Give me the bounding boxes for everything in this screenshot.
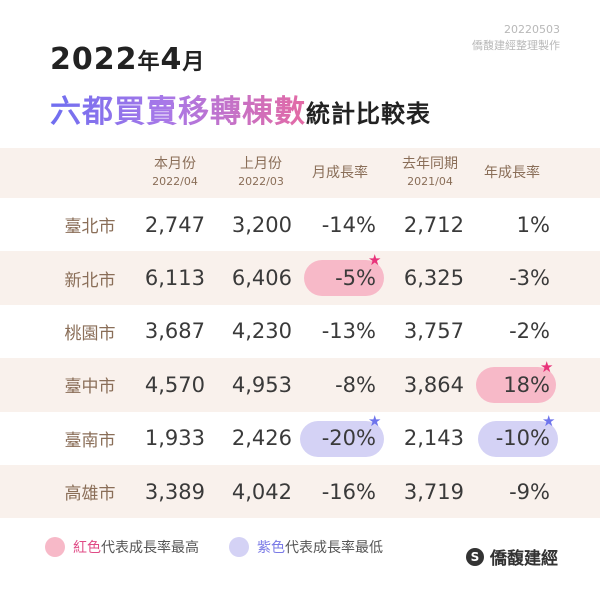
current-cell: 3,687 <box>144 319 205 344</box>
star-icon: ★ <box>368 411 382 430</box>
table-row: 新北市 6,113 6,406 ★ -5% 6,325 -3% <box>0 251 600 305</box>
previous-cell: 2,426 <box>231 426 292 451</box>
brand-name: 僑馥建經 <box>490 549 558 569</box>
highlight-low-pill <box>478 420 558 457</box>
last-year-cell: 3,864 <box>403 372 464 397</box>
stats-table: 本月份 2022/04 上月份 2022/03 月成長率 去年同期 2021/0… <box>0 148 600 519</box>
current-cell: 2,747 <box>144 212 205 237</box>
table-row: 臺中市 4,570 4,953 -8% 3,864 ★ 18% <box>0 358 600 412</box>
title-tail: 統計比較表 <box>306 100 431 128</box>
city-cell: 新北市 <box>64 270 116 291</box>
title-year-unit: 年 <box>137 50 161 75</box>
star-icon: ★ <box>540 358 554 377</box>
yoy-cell: 1% <box>516 212 550 237</box>
last-year-cell: 3,719 <box>403 479 464 504</box>
yoy-cell: 18% <box>503 372 550 397</box>
title-month-unit: 月 <box>182 50 206 75</box>
header-sub: 2022/03 <box>238 175 284 188</box>
city-cell: 臺中市 <box>64 377 116 398</box>
previous-cell: 3,200 <box>231 212 292 237</box>
current-cell: 4,570 <box>144 372 205 397</box>
header-mom: 月成長率 <box>300 148 380 198</box>
date-code: 20220503 <box>504 23 560 36</box>
current-cell: 6,113 <box>144 266 205 291</box>
current-cell: 3,389 <box>144 479 205 504</box>
legend-purple-dot <box>229 537 249 557</box>
title-month: 4 <box>160 42 183 77</box>
table-row: 臺南市 1,933 2,426 ★ -20% 2,143 ★ -10% <box>0 412 600 465</box>
last-year-cell: 2,712 <box>403 212 464 237</box>
table-row: 臺北市 2,747 3,200 -14% 2,712 1% <box>0 198 600 251</box>
header-sub: 2021/04 <box>407 175 453 188</box>
legend-red-text: 代表成長率最高 <box>101 540 199 556</box>
star-icon: ★ <box>368 251 382 270</box>
previous-cell: 4,042 <box>231 479 292 504</box>
legend-red-dot <box>45 537 65 557</box>
title-year: 2022 <box>50 42 138 77</box>
last-year-cell: 6,325 <box>403 266 464 291</box>
yoy-cell: -3% <box>509 266 550 291</box>
header-label: 上月份 <box>240 156 282 172</box>
header-label: 月成長率 <box>312 164 368 181</box>
mom-cell: -8% <box>335 372 376 397</box>
highlight-high-pill <box>476 367 556 404</box>
credit-text: 僑馥建經整理製作 <box>472 39 560 52</box>
previous-cell: 6,406 <box>231 266 292 291</box>
mom-cell: -14% <box>321 212 376 237</box>
last-year-cell: 3,757 <box>403 319 464 344</box>
highlight-high-pill <box>304 260 384 297</box>
header-current: 本月份 2022/04 <box>140 148 210 198</box>
legend-purple-text: 代表成長率最低 <box>285 540 383 556</box>
page-title: 六都買賣移轉棟數統計比較表 <box>50 86 431 131</box>
star-icon: ★ <box>542 411 556 430</box>
header-label: 去年同期 <box>402 156 458 172</box>
mom-cell: -13% <box>321 319 376 344</box>
mom-cell: -5% <box>335 266 376 291</box>
header-sub: 2022/04 <box>152 175 198 188</box>
header-yoy: 年成長率 <box>470 148 554 198</box>
city-cell: 高雄市 <box>64 484 116 505</box>
header-meta: 20220503 僑馥建經整理製作 <box>472 22 560 54</box>
table-row: 高雄市 3,389 4,042 -16% 3,719 -9% <box>0 464 600 519</box>
legend-purple-label: 紫色 <box>257 540 285 556</box>
previous-cell: 4,230 <box>231 319 292 344</box>
previous-cell: 4,953 <box>231 372 292 397</box>
table-header: 本月份 2022/04 上月份 2022/03 月成長率 去年同期 2021/0… <box>0 148 600 198</box>
title-main: 六都買賣移轉棟數 <box>50 94 306 130</box>
city-cell: 臺北市 <box>64 217 116 238</box>
brand-mark-icon: S <box>466 547 484 566</box>
table-row: 桃園市 3,687 4,230 -13% 3,757 -2% <box>0 305 600 358</box>
yoy-cell: -10% <box>495 426 550 451</box>
header-previous: 上月份 2022/03 <box>226 148 296 198</box>
header-label: 本月份 <box>154 156 196 172</box>
city-cell: 桃園市 <box>64 323 116 344</box>
brand-logo: S 僑馥建經 <box>466 544 558 569</box>
yoy-cell: -9% <box>509 479 550 504</box>
highlight-low-pill <box>300 420 384 457</box>
header-last-year: 去年同期 2021/04 <box>390 148 470 198</box>
last-year-cell: 2,143 <box>403 426 464 451</box>
yoy-cell: -2% <box>509 319 550 344</box>
mom-cell: -20% <box>321 426 376 451</box>
title-date: 2022年4月 <box>50 42 205 77</box>
legend-red-label: 紅色 <box>73 540 101 556</box>
current-cell: 1,933 <box>144 426 205 451</box>
legend: 紅色 代表成長率最高 紫色 代表成長率最低 <box>45 537 383 557</box>
mom-cell: -16% <box>321 479 376 504</box>
header-label: 年成長率 <box>484 164 540 181</box>
city-cell: 臺南市 <box>64 430 116 451</box>
